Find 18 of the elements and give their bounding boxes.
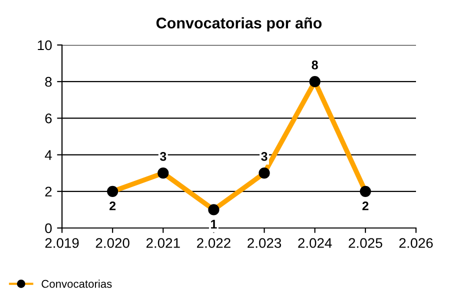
x-tick-label: 2.026 (399, 238, 433, 248)
x-tick-label: 2.022 (197, 238, 230, 248)
y-tick-label: 10 (38, 40, 52, 50)
y-tick-label: 4 (44, 150, 52, 160)
y-tick-label: 8 (45, 76, 52, 87)
x-tick-label: 2.019 (45, 238, 79, 248)
x-tick-label: 2.020 (96, 238, 130, 248)
x-tick-label: 2.024 (298, 238, 332, 248)
x-tick-label: 2.025 (348, 238, 382, 248)
y-tick-label: 0 (45, 223, 52, 234)
legend-label: Convocatorias (42, 280, 112, 288)
x-tick-label: 2.021 (146, 238, 180, 248)
data-label: 8 (312, 60, 318, 70)
y-tick-label: 6 (45, 114, 52, 124)
x-tick-label: 2.023 (248, 238, 282, 248)
y-tick-label: 2 (45, 186, 52, 196)
chart-title: Convocatorias por año (156, 17, 322, 32)
data-label: 1 (211, 220, 217, 228)
